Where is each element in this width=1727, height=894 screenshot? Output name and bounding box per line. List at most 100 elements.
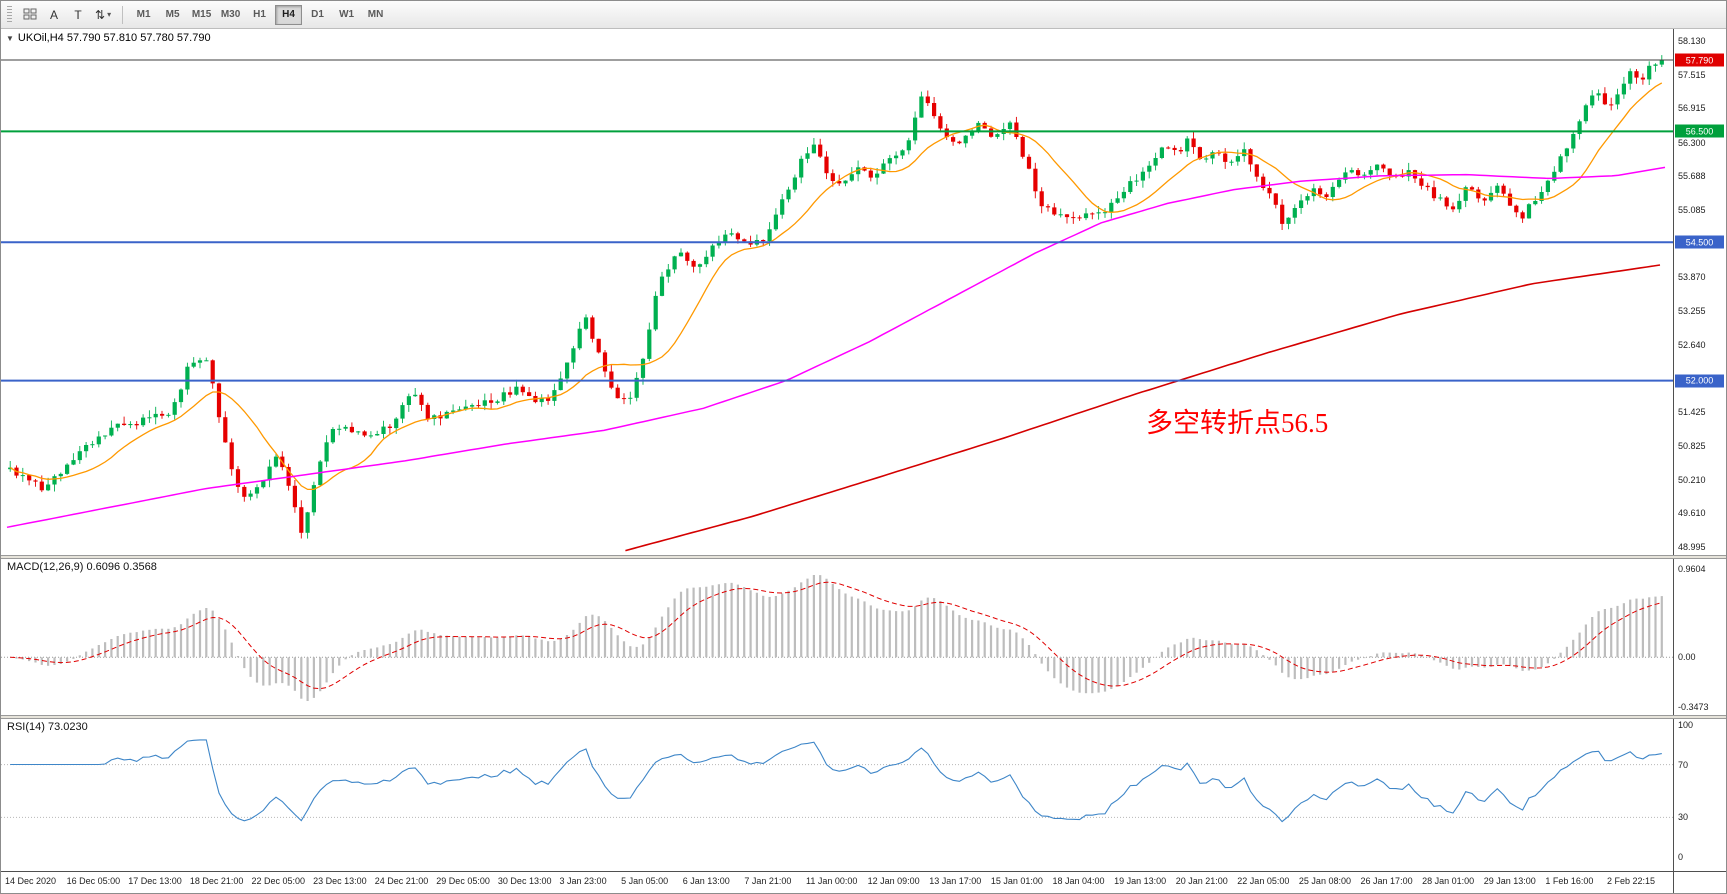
time-axis[interactable]: 14 Dec 2020 16 Dec 05:00 17 Dec 13:00 18 De…	[1, 871, 1726, 893]
price-axis-label: 53.255	[1678, 306, 1706, 317]
collapse-arrow-icon[interactable]: ▼	[6, 33, 14, 43]
rsi-axis-label-0: 0	[1678, 852, 1684, 862]
arrows-tool-button[interactable]: ⇅ ▾	[91, 4, 115, 26]
timeframe-button-d1[interactable]: D1	[311, 9, 324, 20]
price-axis-label: 51.425	[1678, 407, 1706, 418]
annotate-a-button[interactable]: A	[43, 4, 65, 26]
time-axis-label: 3 Jan 23:00	[559, 876, 607, 886]
time-axis-label: 13 Jan 17:00	[929, 876, 982, 886]
chart-grid-button[interactable]	[19, 4, 41, 26]
time-axis-label: 16 Dec 05:00	[66, 876, 121, 886]
timeframe-button-m30[interactable]: M30	[220, 9, 241, 20]
text-tool-label: T	[74, 7, 82, 22]
price-axis-label: 55.688	[1678, 171, 1706, 182]
price-tag-54-500: 54.500	[1675, 235, 1724, 249]
macd-label: MACD(12,26,9) 0.6096 0.3568	[7, 561, 157, 573]
chart-header-text: UKOil,H4 57.790 57.810 57.780 57.790	[17, 32, 211, 44]
price-axis-label: 53.870	[1678, 272, 1706, 283]
price-axis-label: 56.300	[1678, 137, 1706, 148]
macd-svg[interactable]	[1, 559, 1673, 715]
price-tag-57-790: 57.790	[1675, 53, 1724, 67]
rsi-axis-label-30: 30	[1678, 812, 1689, 823]
time-axis-label: 22 Jan 05:00	[1237, 876, 1290, 886]
time-axis-label: 6 Jan 13:00	[682, 876, 730, 886]
price-chart-svg[interactable]	[1, 29, 1673, 555]
chart-symbol-header: ▼ UKOil,H4 57.790 57.810 57.780 57.790	[6, 32, 211, 44]
candlestick-series	[8, 55, 1664, 539]
price-axis-label: 52.640	[1678, 340, 1706, 351]
price-tag-52-000: 52.000	[1675, 374, 1724, 388]
macd-axis-zero-label: 0.00	[1678, 652, 1696, 663]
price-axis[interactable]: 58.130 57.515 56.915 56.300 55.688 55.085 53.8…	[1673, 29, 1726, 555]
toolbar-grip[interactable]	[7, 5, 12, 24]
timeframe-button-m1[interactable]: M1	[136, 9, 151, 20]
price-axis-label: 49.610	[1678, 507, 1706, 518]
timeframe-button-w1[interactable]: W1	[339, 9, 355, 20]
rsi-line	[10, 739, 1662, 823]
macd-plot[interactable]: MACD(12,26,9) 0.6096 0.3568	[1, 559, 1673, 715]
rsi-panel: RSI(14) 73.0230 100 70 30 0	[1, 719, 1726, 871]
rsi-axis[interactable]: 100 70 30 0	[1673, 719, 1726, 871]
ma-red-line	[625, 264, 1661, 552]
time-axis-label: 20 Jan 21:00	[1175, 876, 1228, 886]
price-axis-label: 55.085	[1678, 204, 1706, 215]
dropdown-caret-icon: ▾	[107, 10, 112, 19]
annotation-text: 多空转折点56.5	[1146, 408, 1329, 438]
panel-splitter[interactable]	[1, 555, 1726, 559]
macd-axis[interactable]: 0.9604 0.00 -0.3473	[1673, 559, 1726, 715]
axis-corner	[1673, 872, 1726, 893]
time-axis-label: 17 Dec 13:00	[128, 876, 182, 886]
macd-panel: MACD(12,26,9) 0.6096 0.3568 0.9604 0.00 -0…	[1, 559, 1726, 715]
price-axis-label: 58.130	[1678, 36, 1706, 47]
price-tag-56-500: 56.500	[1675, 124, 1724, 138]
macd-axis-bottom-label: -0.3473	[1678, 702, 1709, 712]
time-axis-label: 5 Jan 05:00	[621, 876, 669, 886]
rsi-axis-label-100: 100	[1678, 720, 1694, 730]
panel-splitter[interactable]	[1, 715, 1726, 719]
price-axis-label: 50.825	[1678, 440, 1706, 451]
time-axis-label: 25 Jan 08:00	[1298, 876, 1351, 886]
time-axis-label: 24 Dec 21:00	[374, 876, 429, 886]
timeframe-button-m15[interactable]: M15	[191, 9, 212, 20]
ma-orange-line	[9, 82, 1663, 491]
rsi-label: RSI(14) 73.0230	[7, 721, 88, 733]
price-axis-label: 56.915	[1678, 103, 1706, 114]
time-axis-label: 14 Dec 2020	[5, 876, 57, 886]
macd-histogram	[15, 575, 1663, 701]
grid-icon	[23, 8, 37, 20]
price-chart-plot[interactable]: ▼ UKOil,H4 57.790 57.810 57.780 57.790 多…	[1, 29, 1673, 555]
time-axis-label: 23 Dec 13:00	[313, 876, 367, 886]
time-axis-label: 1 Feb 16:00	[1545, 876, 1594, 886]
time-axis-label: 15 Jan 01:00	[990, 876, 1043, 886]
macd-signal-line	[10, 581, 1662, 690]
time-axis-label: 11 Jan 00:00	[806, 876, 858, 886]
time-axis-label: 28 Jan 01:00	[1422, 876, 1475, 886]
timeframe-button-mn[interactable]: MN	[367, 9, 384, 20]
macd-axis-top-label: 0.9604	[1678, 564, 1706, 574]
rsi-svg[interactable]	[1, 719, 1673, 871]
time-axis-label: 29 Dec 05:00	[436, 876, 490, 886]
time-axis-label: 22 Dec 05:00	[251, 876, 305, 886]
time-axis-label: 29 Jan 13:00	[1483, 876, 1536, 886]
timeframe-button-h1[interactable]: H1	[253, 9, 266, 20]
price-axis-label: 57.515	[1678, 70, 1706, 81]
arrows-tool-label: ⇅	[95, 7, 106, 22]
price-axis-label: 50.210	[1678, 474, 1706, 485]
rsi-axis-label-70: 70	[1678, 759, 1689, 770]
time-axis-label: 19 Jan 13:00	[1114, 876, 1167, 886]
price-axis-label: 48.995	[1678, 541, 1706, 552]
toolbar-separator	[122, 5, 124, 24]
time-axis-label: 26 Jan 17:00	[1360, 876, 1413, 886]
timeframe-button-h4[interactable]: H4	[275, 4, 303, 25]
toolbar: A T ⇅ ▾ M1 M5 M15 M30 H1 H4 D1 W1 MN	[1, 1, 1726, 29]
text-tool-button[interactable]: T	[67, 4, 89, 26]
price-panel: ▼ UKOil,H4 57.790 57.810 57.780 57.790 多…	[1, 29, 1726, 555]
ma-magenta-line	[6, 166, 1666, 529]
annotate-a-label: A	[49, 7, 58, 22]
timeframe-button-m5[interactable]: M5	[165, 9, 180, 20]
time-axis-label: 18 Dec 21:00	[189, 876, 244, 886]
rsi-plot[interactable]: RSI(14) 73.0230	[1, 719, 1673, 871]
time-axis-labels[interactable]: 14 Dec 2020 16 Dec 05:00 17 Dec 13:00 18 De…	[1, 872, 1673, 893]
time-axis-label: 30 Dec 13:00	[497, 876, 552, 886]
